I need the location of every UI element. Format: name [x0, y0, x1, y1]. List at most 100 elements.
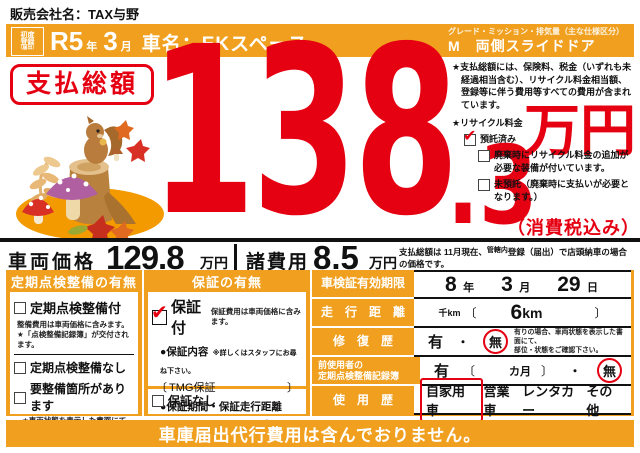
expiry-month-unit: 月	[519, 281, 531, 294]
usage-other: その他	[586, 383, 613, 418]
warranty-content-label: ●保証内容	[160, 346, 209, 358]
reg-era: R5	[50, 26, 84, 56]
record-sep: ・	[569, 364, 582, 378]
inspection-panel: 定期点検整備の有無 定期点検整備付 整備費用は車両価格に含みます。 ★「点検整備…	[6, 270, 144, 436]
inspection-with-label: 定期点検整備付	[30, 301, 122, 316]
record-label1: 前使用者の	[318, 360, 364, 371]
grade-block: グレード・ミッション・排気量（主な仕様区分） M 両側スライドドア	[448, 27, 624, 56]
record-month: カ月	[509, 365, 532, 378]
repair-no-circled: 無	[483, 329, 509, 354]
band-note-1c: 登録（届出）で店頭納車の場合の価格です。	[399, 247, 627, 270]
dealer-name: 販売会社名：TAX与野	[10, 7, 140, 22]
expiry-day: 29	[557, 272, 581, 296]
grade-caption: グレード・ミッション・排気量（主な仕様区分）	[448, 27, 624, 36]
repair-note2: 部位・状態をご確認下さい。	[514, 347, 603, 355]
car-banner: 初度 登録 （届出） R5 年 3 月 車名：EKスペース グレード・ミッション…	[6, 24, 634, 57]
registration-date: R5 年 3 月 車名：EKスペース	[50, 24, 308, 59]
price-unit: 万円	[524, 99, 636, 164]
repair-sep: ・	[457, 335, 470, 349]
mileage-label: 走 行 距 離	[320, 304, 405, 319]
warranty-with-label: 保証付	[171, 299, 202, 337]
repair-row: 修 復 歴 有 ・ 無 有りの場合、車両状態を表示した書面にて、 部位・状態をご…	[312, 328, 634, 357]
mileage-value: 6	[510, 300, 523, 324]
recycle-paid-checkbox[interactable]: ✔	[463, 128, 476, 146]
record-yes: 有	[434, 363, 450, 380]
purple-mushroom	[46, 173, 98, 220]
fees-value: 8.5	[313, 239, 359, 276]
mileage-row: 走 行 距 離 千km 〔 6 km 〕	[312, 299, 634, 328]
band-note-1b: 管轄内	[486, 247, 508, 254]
usage-row: 使 用 歴 自家用車 営業車 レンタカー その他	[312, 377, 634, 422]
reg-era-unit: 年	[86, 41, 98, 53]
recycle-extra-checkbox[interactable]	[478, 149, 490, 162]
fees-unit: 万円	[369, 255, 397, 271]
usage-label: 使 用 歴	[332, 392, 393, 407]
maple-leaves	[68, 120, 150, 242]
side-notes: ★支払総額には、保険料、税金（いずれも未経過相当含む）、リサイクル料金相当額、登…	[452, 61, 636, 203]
band-note-1a: 支払総額は 11月現在、	[399, 247, 487, 257]
price-integer: 138	[150, 0, 459, 267]
repair-label: 修 復 歴	[332, 333, 393, 348]
expiry-year: 8	[444, 272, 457, 296]
bracket-open: 〔	[464, 306, 477, 320]
recycle-unpaid-checkbox[interactable]	[478, 179, 490, 192]
bracket-open: 〔	[463, 364, 476, 378]
warranty-with-checkbox[interactable]: ✔	[151, 302, 168, 325]
record-no: 無	[603, 364, 617, 379]
autumn-squirrel-illustration	[16, 116, 164, 242]
red-mushroom	[22, 195, 54, 224]
first-registration-badge: 初度 登録 （届出）	[11, 27, 44, 56]
repair-note1: 有りの場合、車両状態を表示した書面にて、	[514, 328, 623, 345]
usage-rental: レンタカー	[522, 383, 575, 418]
warranty-content-value: TMG保証	[169, 382, 216, 394]
repair-no: 無	[489, 335, 503, 350]
record-label2: 定期点検整備記録簿	[318, 370, 400, 381]
inspection-needed-checkbox[interactable]	[14, 391, 26, 404]
garage-fee-bar: 車庫届出代行費用は含んでおりません。	[6, 420, 634, 447]
red-check-icon: ✔	[151, 302, 168, 324]
red-check-icon: ✔	[463, 127, 477, 145]
warranty-panel-title: 保証の有無	[191, 274, 262, 290]
total-payment-note: ★支払総額には、保険料、税金（いずれも未経過相当含む）、リサイクル料金相当額、登…	[452, 62, 632, 110]
garage-fee-note: 車庫届出代行費用は含んでおりません。	[158, 426, 482, 445]
inspection-with-checkbox[interactable]	[14, 302, 26, 314]
record-row: 前使用者の 定期点検整備記録簿 有 〔 カ月 〕 ・ 無	[312, 357, 634, 386]
warranty-without-label: 保証なし	[168, 394, 217, 408]
vehicle-price-label: 車両価格	[8, 252, 97, 273]
inspection-without-checkbox[interactable]	[14, 362, 26, 375]
reg-month-unit: 月	[120, 41, 132, 53]
inspection-without-label: 定期点検整備なし	[30, 361, 127, 376]
warranty-panel: 保証の有無 ✔ 保証付 保証費用は車両価格に含みます。 ●保証内容 ※詳しくはス…	[144, 270, 312, 433]
badge-line3: （届出）	[17, 45, 38, 52]
warranty-content-note: ※詳しくはスタッフにお尋ね下さい。	[160, 350, 297, 375]
vehicle-price-unit: 万円	[200, 255, 228, 271]
tables-section: 定期点検整備の有無 定期点検整備付 整備費用は車両価格に含みます。 ★「点検整備…	[6, 270, 634, 436]
inspection-with-note2: ★「点検整備記録簿」が交付されます。	[17, 330, 129, 350]
vehicle-price-value: 129.8	[106, 239, 185, 276]
recycle-extra-label: 廃棄時にリサイクル料金の追加が必要な装備が付いています。	[494, 149, 629, 173]
car-name: 車名：EKスペース	[141, 34, 308, 55]
price-breakdown-band: 車両価格 129.8 万円 諸費用 8.5 万円 支払総額は 11月現在、管轄内…	[0, 238, 640, 294]
badge-line1: 初度	[20, 31, 35, 39]
total-payment-badge: 支払総額	[10, 64, 155, 105]
badge-line2: 登録	[20, 38, 35, 46]
inspection-with-note1: 整備費用は車両価格に含みます。	[17, 320, 129, 329]
grade-value: M 両側スライドドア	[448, 38, 596, 55]
bracket-close: 〕	[287, 382, 298, 394]
recycle-paid-label: 預託済み	[480, 133, 517, 144]
mileage-pre-unit: 千km	[438, 308, 461, 318]
bracket-close: 〕	[541, 364, 554, 378]
recycle-fee-title: ★リサイクル料金	[452, 118, 523, 129]
divider	[14, 354, 134, 356]
recycle-unpaid-label: 未預託（廃棄時に支払いが必要となります。）	[494, 179, 630, 202]
fees-label: 諸費用	[246, 252, 310, 273]
warranty-without-checkbox[interactable]	[152, 395, 164, 407]
expiry-row: 車検証有効期限 8 年 3 月 29 日	[312, 270, 634, 299]
expiry-label: 車検証有効期限	[320, 275, 405, 290]
inspection-panel-title: 定期点検整備の有無	[10, 274, 137, 290]
usage-private-selected: 自家用車	[420, 377, 484, 422]
mileage-unit: km	[522, 304, 543, 321]
repair-yes: 有	[428, 334, 444, 351]
divider	[234, 244, 237, 271]
bracket-close: 〕	[594, 306, 607, 320]
